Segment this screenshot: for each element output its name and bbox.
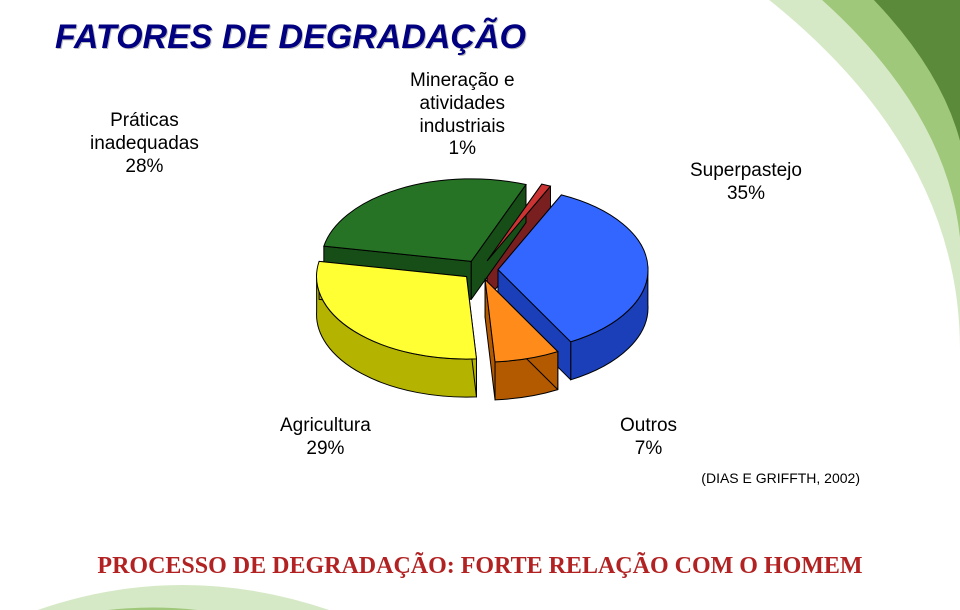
source-citation: (DIAS E GRIFFTH, 2002) [701, 470, 860, 486]
degradation-pie-chart: Superpastejo35%Outros7%Agricultura29%Prá… [150, 100, 810, 480]
pie-slice-label: Agricultura29% [280, 415, 371, 461]
page-title: FATORES DE DEGRADAÇÃO [55, 18, 526, 57]
pie-slice-label: Outros7% [620, 415, 677, 461]
pie-slice-label: Mineração eatividadesindustriais1% [410, 70, 515, 161]
pie-slice-label: Superpastejo35% [690, 160, 802, 206]
pie-slice-label: Práticasinadequadas28% [90, 110, 199, 178]
footer-statement: PROCESSO DE DEGRADAÇÃO: FORTE RELAÇÃO CO… [0, 553, 960, 580]
